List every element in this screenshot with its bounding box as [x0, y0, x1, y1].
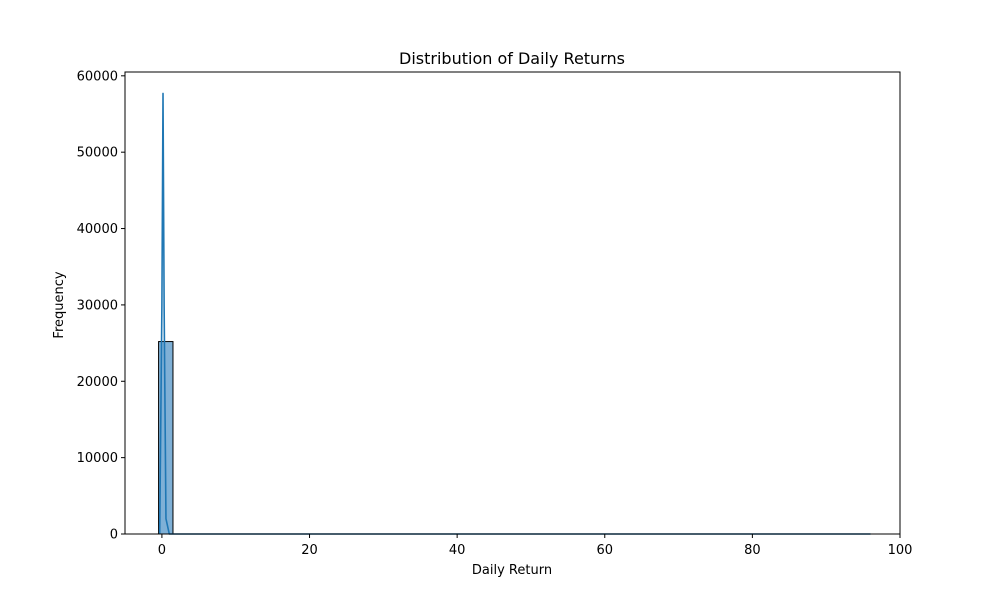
y-tick-label: 0	[110, 528, 118, 543]
y-tick-label: 60000	[77, 69, 118, 84]
kde-line	[158, 92, 871, 535]
plot-area: 0 20 40 60 80 100 0 10000 20000 30000 40000 50000 60…	[77, 69, 913, 558]
y-tick-label: 40000	[77, 222, 118, 237]
x-tick-label: 20	[301, 543, 318, 558]
x-tick-label: 0	[158, 543, 166, 558]
y-tick-label: 20000	[77, 375, 118, 390]
x-tick-label: 60	[596, 543, 613, 558]
y-tick-label: 30000	[77, 298, 118, 313]
plot-frame	[124, 71, 901, 535]
x-tick-label: 80	[744, 543, 761, 558]
y-axis-label: Frequency	[52, 271, 67, 338]
x-tick-label: 40	[449, 543, 466, 558]
x-tick-label: 100	[888, 543, 913, 558]
chart-title: Distribution of Daily Returns	[399, 49, 625, 68]
y-tick-label: 10000	[77, 451, 118, 466]
x-axis-label: Daily Return	[472, 563, 552, 578]
y-tick-label: 50000	[77, 146, 118, 161]
